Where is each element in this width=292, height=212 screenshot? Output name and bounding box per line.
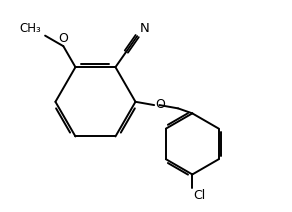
Text: O: O bbox=[155, 98, 165, 111]
Text: O: O bbox=[58, 32, 68, 45]
Text: Cl: Cl bbox=[193, 189, 206, 202]
Text: CH₃: CH₃ bbox=[19, 22, 41, 35]
Text: N: N bbox=[139, 22, 149, 35]
